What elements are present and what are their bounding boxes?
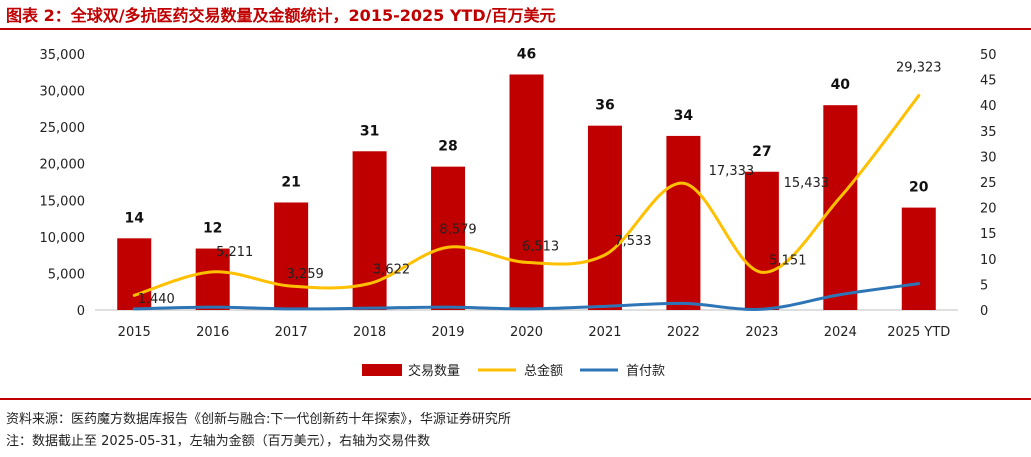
bar <box>117 238 152 310</box>
right-axis-tick-label: 40 <box>980 99 997 114</box>
combo-chart: 0 5,000 10,000 15,000 20,000 25,000 30,000 35,0… <box>40 46 997 379</box>
x-axis-tick-label: 2024 <box>824 325 857 340</box>
x-axis-tick-label: 2017 <box>275 325 308 340</box>
x-axis-tick-label: 2025 YTD <box>887 325 950 340</box>
right-axis-tick-label: 45 <box>980 74 997 89</box>
bar <box>274 202 309 310</box>
footer-rule <box>0 398 1031 400</box>
right-axis-tick-label: 20 <box>980 202 997 217</box>
upfront-payment-line <box>132 282 921 311</box>
bar <box>744 171 779 310</box>
right-axis-tick-label: 0 <box>980 304 988 319</box>
line-data-label: 7,533 <box>614 234 651 249</box>
left-axis-tick-label: 25,000 <box>40 121 86 136</box>
left-axis-tick-label: 20,000 <box>40 158 86 173</box>
x-axis-tick-label: 2015 <box>118 325 151 340</box>
line-data-label: 5,151 <box>769 253 806 268</box>
line-data-label: 15,433 <box>784 176 830 191</box>
left-axis-tick-label: 30,000 <box>40 85 86 100</box>
footnote: 注：数据截止至 2025-05-31，左轴为金额（百万美元），右轴为交易件数 <box>6 434 431 449</box>
right-axis-tick-label: 30 <box>980 150 997 165</box>
bar <box>901 207 936 310</box>
bar <box>823 105 858 310</box>
right-axis-tick-label: 10 <box>980 253 997 268</box>
line-data-label: 6,513 <box>522 239 559 254</box>
line-data-label: 1,440 <box>138 292 175 307</box>
legend-label: 交易数量 <box>408 363 460 379</box>
bar-data-label: 40 <box>831 77 851 93</box>
line-series <box>132 94 921 311</box>
bar-data-label: 46 <box>517 46 536 62</box>
left-axis-tick-label: 0 <box>77 304 85 319</box>
legend-label: 总金额 <box>524 363 563 379</box>
axes: 0 5,000 10,000 15,000 20,000 25,000 30,000 35,0… <box>40 48 997 340</box>
bar <box>431 166 466 310</box>
line-data-label: 29,323 <box>896 61 942 76</box>
bar <box>587 125 622 311</box>
line-data-label: 3,622 <box>373 263 410 278</box>
x-axis-tick-label: 2018 <box>353 325 386 340</box>
x-axis-tick-label: 2023 <box>745 325 778 340</box>
x-axis-tick-label: 2021 <box>588 325 621 340</box>
line-data-label: 8,579 <box>439 222 476 237</box>
bar-data-label: 21 <box>281 174 300 190</box>
legend-swatch-bar <box>362 364 402 376</box>
bar-data-label: 34 <box>674 108 694 124</box>
total-amount-line <box>132 94 921 297</box>
line-data-label: 5,211 <box>216 245 253 260</box>
left-axis-tick-label: 35,000 <box>40 48 86 63</box>
right-axis-tick-label: 35 <box>980 125 997 140</box>
left-axis-tick-label: 15,000 <box>40 194 86 209</box>
x-axis-tick-label: 2022 <box>667 325 700 340</box>
legend: 交易数量 总金额 首付款 <box>362 363 665 379</box>
legend-label: 首付款 <box>626 364 665 379</box>
title-rule <box>0 28 1031 30</box>
bar-data-label: 36 <box>595 98 614 114</box>
right-axis-tick-label: 50 <box>980 48 997 63</box>
bar-data-label: 12 <box>203 221 222 237</box>
left-axis-tick-label: 5,000 <box>48 267 85 282</box>
x-axis-tick-label: 2020 <box>510 325 543 340</box>
line-data-label: 17,333 <box>709 164 755 179</box>
right-axis-tick-label: 15 <box>980 227 997 242</box>
chart-title: 图表 2：全球双/多抗医药交易数量及金额统计，2015-2025 YTD/百万美… <box>6 6 556 25</box>
bar-data-label: 20 <box>909 180 929 196</box>
bar <box>195 248 230 310</box>
x-axis-tick-label: 2019 <box>431 325 464 340</box>
bar-series <box>117 74 936 311</box>
x-axis-tick-label: 2016 <box>196 325 229 340</box>
left-axis-tick-label: 10,000 <box>40 231 86 246</box>
right-axis-tick-label: 5 <box>980 278 988 293</box>
data-labels: 14 12 21 31 28 46 36 34 27 40 20 1,440 5,211 3,259 3,6… <box>124 46 941 306</box>
bar-data-label: 28 <box>438 139 457 155</box>
source-note: 资料来源：医药魔方数据库报告《创新与融合:下一代创新药十年探索》，华源证券研究所 <box>6 412 511 427</box>
right-axis-tick-label: 25 <box>980 176 997 191</box>
bar <box>509 74 544 310</box>
bar <box>666 135 701 310</box>
bar-data-label: 14 <box>124 210 144 226</box>
bar-data-label: 27 <box>752 144 771 160</box>
line-data-label: 3,259 <box>287 267 324 282</box>
bar-data-label: 31 <box>360 123 379 139</box>
